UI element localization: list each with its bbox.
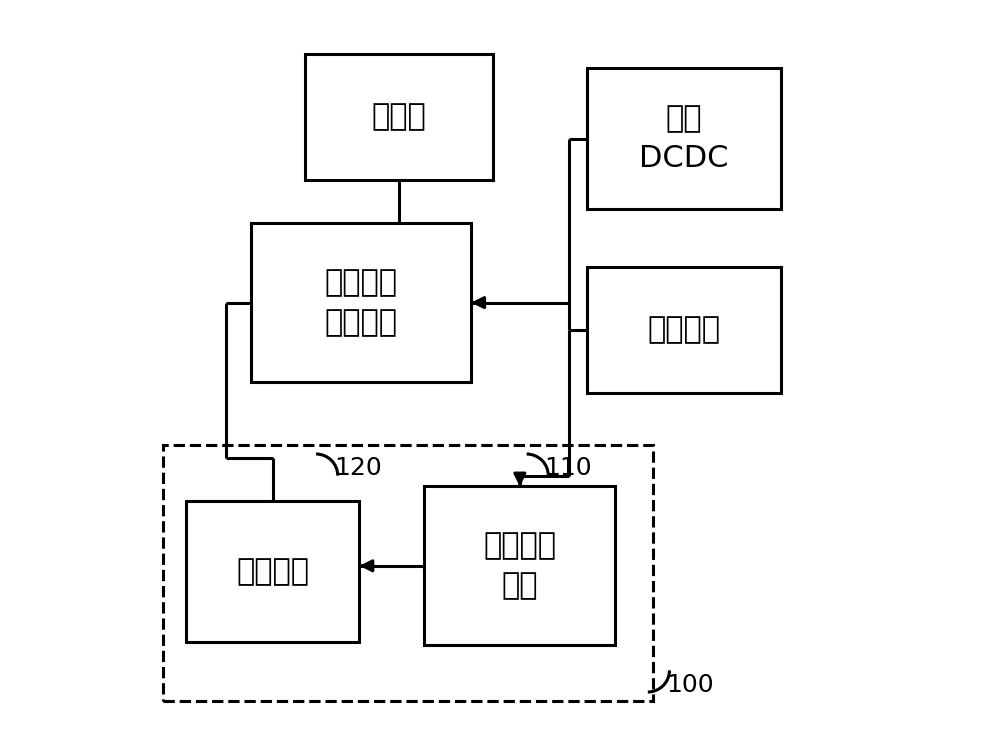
Bar bbox=[305, 54, 493, 180]
Bar bbox=[424, 487, 615, 645]
Text: 驱动电路: 驱动电路 bbox=[325, 308, 398, 337]
Bar bbox=[587, 267, 781, 392]
Text: 电压检测: 电压检测 bbox=[483, 531, 556, 560]
Text: 120: 120 bbox=[334, 456, 382, 481]
Bar bbox=[163, 445, 653, 700]
Bar bbox=[251, 223, 471, 382]
Text: 车载: 车载 bbox=[666, 104, 702, 133]
Text: 铅酸电池: 铅酸电池 bbox=[647, 315, 720, 344]
Text: 继电器: 继电器 bbox=[372, 102, 426, 132]
Text: DCDC: DCDC bbox=[639, 144, 729, 173]
Text: 电路: 电路 bbox=[502, 572, 538, 600]
Text: 100: 100 bbox=[666, 673, 713, 697]
Text: 使能电路: 使能电路 bbox=[236, 556, 309, 586]
Text: 110: 110 bbox=[545, 456, 592, 481]
Text: 继电器的: 继电器的 bbox=[325, 268, 398, 297]
Bar bbox=[186, 501, 359, 642]
Bar bbox=[587, 68, 781, 209]
